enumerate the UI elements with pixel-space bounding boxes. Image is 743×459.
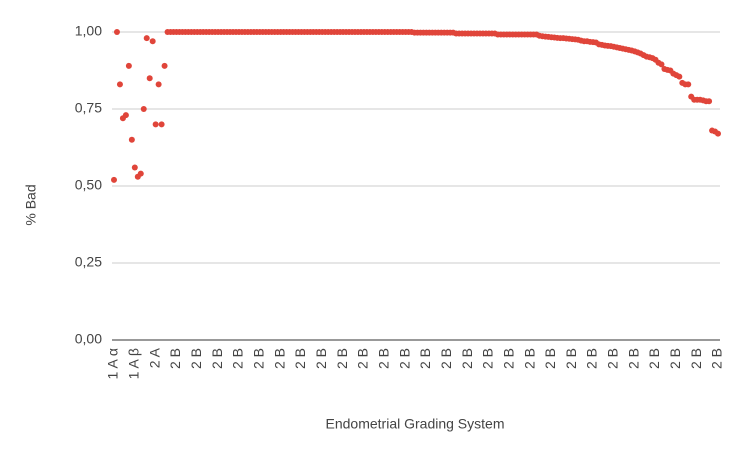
x-tick-label: 2 B — [355, 348, 371, 369]
x-tick-label: 2 B — [521, 348, 537, 369]
x-tick-label: 2 B — [188, 348, 204, 369]
x-tick-label: 2 B — [438, 348, 454, 369]
x-tick-label: 2 B — [667, 348, 683, 369]
point — [111, 176, 117, 183]
x-tick-label: 2 B — [625, 348, 641, 369]
x-tick-label: 2 B — [334, 348, 350, 369]
point — [706, 98, 713, 105]
point — [715, 130, 721, 137]
point — [116, 81, 123, 88]
point — [685, 81, 692, 88]
x-tick-label: 2 B — [500, 348, 516, 369]
x-tick-label: 2 B — [709, 348, 725, 369]
y-tick-label: 0,25 — [75, 254, 102, 270]
y-tick-label: 0,00 — [75, 331, 102, 347]
x-tick-label: 1 A α — [105, 348, 121, 379]
x-tick-label: 2 B — [459, 348, 475, 369]
point — [131, 164, 138, 171]
y-tick-label: 1,00 — [75, 23, 102, 39]
x-tick-label: 2 B — [396, 348, 412, 369]
x-tick-label: 2 B — [688, 348, 704, 369]
x-tick-label: 2 B — [480, 348, 496, 369]
x-tick-label: 2 B — [271, 348, 287, 369]
point — [128, 136, 135, 143]
x-tick-label: 2 B — [250, 348, 266, 369]
x-tick-label: 2 B — [375, 348, 391, 369]
point — [676, 73, 683, 80]
x-tick-label: 2 B — [542, 348, 558, 369]
y-tick-label: 0,50 — [75, 177, 102, 193]
x-tick-label: 2 B — [313, 348, 329, 369]
x-tick-label: 2 B — [646, 348, 662, 369]
x-tick-label: 2 B — [563, 348, 579, 369]
point — [149, 38, 156, 45]
point — [113, 29, 120, 35]
x-tick-label: 2 B — [292, 348, 308, 369]
point — [152, 121, 159, 128]
x-tick-label: 2 B — [605, 348, 621, 369]
point — [155, 81, 162, 88]
x-tick-label: 2 B — [584, 348, 600, 369]
point — [125, 62, 132, 69]
point — [161, 62, 168, 69]
point — [140, 106, 147, 112]
point — [143, 35, 150, 42]
y-axis-title: % Bad — [23, 184, 39, 225]
point — [137, 170, 144, 177]
x-tick-label: 2 B — [167, 348, 183, 369]
y-tick-label: 0,75 — [75, 100, 102, 116]
x-axis-title: Endometrial Grading System — [326, 416, 505, 432]
x-tick-label: 2 B — [230, 348, 246, 369]
x-tick-label: 2 B — [417, 348, 433, 369]
point — [146, 75, 153, 82]
point — [658, 61, 665, 68]
point — [158, 121, 165, 128]
x-tick-label: 2 A — [146, 347, 162, 368]
point — [122, 112, 129, 119]
x-tick-label: 1 A β — [126, 348, 142, 379]
x-tick-label: 2 B — [209, 348, 225, 369]
